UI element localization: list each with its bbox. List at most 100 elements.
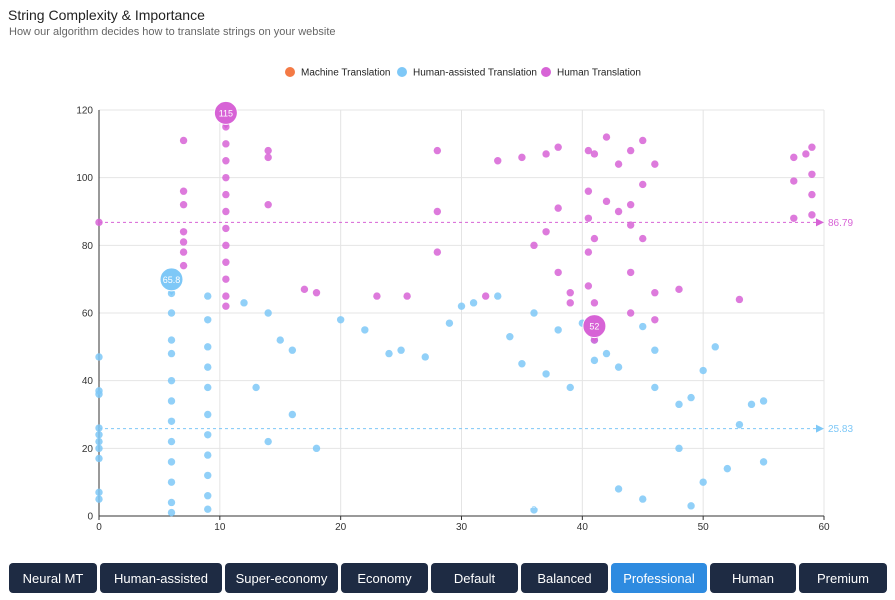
data-point — [179, 228, 188, 236]
data-point — [95, 495, 103, 503]
data-point — [518, 360, 526, 368]
data-point — [639, 136, 647, 145]
marker-pin — [213, 100, 238, 125]
data-point — [554, 268, 562, 277]
plan-button-default[interactable]: Default — [431, 563, 518, 593]
data-point — [790, 153, 798, 162]
plan-button-economy[interactable]: Economy — [341, 563, 428, 593]
data-point — [590, 299, 599, 307]
data-point — [167, 498, 176, 507]
data-point — [675, 400, 683, 409]
data-point — [167, 376, 176, 385]
data-point — [542, 370, 550, 378]
data-point — [554, 326, 562, 334]
marker-pin — [582, 314, 607, 339]
y-tick-label: 40 — [82, 376, 94, 387]
data-point — [481, 292, 490, 300]
data-point — [590, 150, 599, 158]
data-point — [566, 289, 574, 297]
data-point — [336, 316, 345, 324]
data-point — [614, 207, 623, 216]
data-point — [167, 508, 176, 517]
plan-button-super-economy[interactable]: Super-economy — [225, 563, 338, 593]
data-point — [759, 397, 768, 405]
data-point — [179, 248, 188, 256]
data-point — [602, 349, 611, 358]
data-point — [204, 431, 212, 439]
data-point — [222, 207, 230, 216]
plan-button-human-assisted[interactable]: Human-assisted — [100, 563, 222, 593]
data-point — [790, 214, 798, 222]
plan-button-human[interactable]: Human — [710, 563, 796, 593]
data-point — [95, 437, 103, 446]
data-point — [204, 492, 212, 500]
data-point — [808, 170, 816, 178]
data-point — [179, 261, 188, 270]
data-point — [222, 140, 230, 148]
data-point — [95, 431, 103, 439]
data-point — [651, 289, 659, 297]
data-point — [651, 160, 659, 168]
legend-label: Human Translation — [557, 68, 641, 79]
data-point — [747, 400, 756, 409]
plan-button-premium[interactable]: Premium — [799, 563, 887, 593]
plan-button-neural-mt[interactable]: Neural MT — [9, 563, 97, 593]
data-point — [222, 173, 230, 182]
chart-title: String Complexity & Importance — [8, 7, 205, 23]
data-point — [204, 410, 212, 419]
data-point — [639, 180, 647, 189]
data-point — [167, 349, 176, 358]
plan-button-professional[interactable]: Professional — [611, 563, 707, 593]
data-point — [433, 248, 442, 256]
data-point — [542, 228, 550, 236]
data-point — [288, 346, 297, 354]
data-point — [222, 258, 230, 266]
data-point — [723, 464, 732, 473]
data-point — [639, 322, 647, 331]
data-point — [699, 366, 707, 375]
data-point — [530, 506, 538, 514]
data-point — [264, 201, 272, 209]
data-point — [204, 471, 212, 480]
x-tick-label: 60 — [818, 522, 830, 533]
data-point — [808, 190, 816, 199]
data-point — [385, 349, 393, 358]
data-point — [95, 488, 103, 497]
reference-line-label: 25.83 — [828, 424, 853, 435]
data-point — [312, 444, 321, 453]
data-point — [711, 343, 719, 351]
y-tick-label: 80 — [82, 241, 94, 252]
chart-subtitle: How our algorithm decides how to transla… — [9, 26, 336, 38]
data-point — [95, 454, 103, 463]
data-point — [204, 505, 212, 513]
y-tick-label: 100 — [76, 173, 93, 184]
data-point — [808, 143, 816, 151]
data-point — [179, 238, 188, 246]
plan-button-balanced[interactable]: Balanced — [521, 563, 608, 593]
data-point — [222, 292, 230, 300]
x-tick-label: 20 — [335, 522, 347, 533]
data-point — [584, 187, 593, 195]
data-point — [95, 444, 103, 453]
data-point — [494, 157, 502, 165]
data-point — [735, 420, 744, 429]
marker-label: 52 — [589, 322, 599, 332]
data-point — [433, 146, 442, 155]
data-point — [808, 211, 816, 219]
data-point — [264, 146, 272, 155]
data-point — [95, 390, 103, 398]
plan-button-bar: Neural MT Human-assisted Super-economy Econ… — [9, 563, 889, 593]
legend-label: Machine Translation — [301, 68, 391, 79]
data-point — [204, 383, 212, 392]
legend-marker — [397, 67, 407, 77]
data-point — [602, 197, 611, 206]
data-point — [457, 302, 466, 310]
data-point — [626, 146, 635, 155]
x-tick-label: 10 — [214, 522, 226, 533]
data-point — [397, 346, 405, 354]
data-point — [222, 157, 230, 165]
data-point — [222, 302, 230, 310]
x-tick-label: 30 — [456, 522, 468, 533]
data-point — [687, 502, 695, 510]
legend-item: Machine Translation — [285, 67, 391, 79]
